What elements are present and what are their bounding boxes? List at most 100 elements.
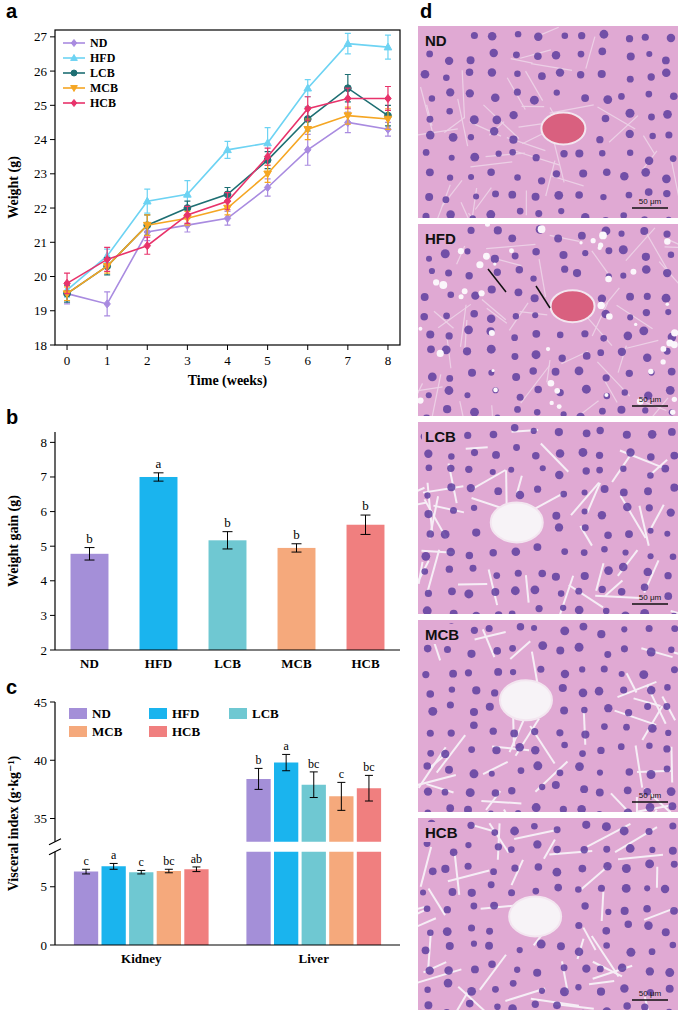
error-bar — [255, 768, 263, 789]
y-tick — [50, 702, 55, 703]
sinusoid — [497, 259, 521, 266]
nucleus — [517, 208, 524, 215]
nucleus — [494, 487, 502, 495]
nucleus — [443, 927, 452, 936]
nucleus — [602, 822, 611, 831]
nucleus — [661, 465, 669, 473]
lipid-vacuole — [672, 397, 677, 402]
nucleus — [515, 570, 522, 577]
nucleus — [538, 570, 546, 578]
nucleus — [621, 626, 627, 632]
nucleus — [490, 902, 498, 910]
nucleus — [669, 409, 675, 415]
nucleus — [423, 415, 431, 416]
sinusoid — [483, 762, 508, 774]
lipid-vacuole — [666, 303, 670, 307]
nucleus — [670, 92, 678, 100]
y-tick — [50, 818, 55, 819]
y-tick-label: 19 — [34, 303, 47, 318]
lipid-vacuole — [591, 238, 596, 243]
nucleus — [426, 464, 433, 471]
lipid-vacuole — [459, 294, 464, 299]
nucleus — [470, 153, 479, 162]
scale-bar-label: 50 μm — [639, 593, 662, 602]
nucleus — [619, 245, 628, 254]
nucleus — [560, 987, 569, 996]
sinusoid — [671, 159, 678, 200]
nucleus — [668, 252, 674, 258]
nucleus — [492, 746, 500, 754]
nucleus — [472, 528, 480, 536]
x-tick-label: 8 — [385, 353, 392, 368]
y-tick-label: 22 — [34, 201, 47, 216]
nucleus — [449, 686, 455, 692]
sinusoid — [598, 107, 636, 129]
lipid-vacuole — [437, 350, 444, 357]
nucleus — [575, 922, 582, 929]
sinusoid — [645, 232, 667, 271]
y-axis-line — [54, 432, 55, 650]
lipid-vacuole — [538, 225, 546, 233]
y-axis-title: Visceral index (g·kg⁻¹) — [6, 755, 22, 891]
nucleus — [496, 151, 502, 157]
nucleus — [626, 192, 633, 199]
y-tick — [50, 476, 55, 477]
lipid-vacuole — [483, 253, 490, 260]
nucleus — [463, 347, 471, 355]
bar — [347, 525, 385, 650]
lipid-vacuole — [598, 302, 605, 309]
vessel — [551, 290, 595, 322]
nucleus — [466, 89, 474, 97]
histology-image — [418, 224, 678, 416]
sinusoid — [618, 550, 638, 576]
x-tick-label: Liver — [299, 951, 330, 966]
sinusoid — [526, 190, 527, 215]
nucleus — [445, 766, 453, 774]
vessel — [541, 112, 585, 144]
nucleus — [429, 95, 435, 101]
sinusoid — [584, 708, 586, 745]
y-tick-label: 21 — [34, 235, 47, 250]
nucleus — [648, 528, 654, 534]
nucleus — [642, 265, 651, 274]
nucleus — [579, 448, 588, 457]
nucleus — [671, 666, 678, 673]
nucleus — [639, 326, 648, 335]
marker — [104, 255, 110, 263]
bar — [357, 788, 381, 945]
significance-letter: b — [362, 498, 369, 513]
nucleus — [490, 127, 498, 135]
y-tick — [50, 945, 55, 946]
nucleus — [648, 114, 655, 121]
nucleus — [620, 489, 628, 497]
lipid-vacuole — [630, 269, 636, 275]
nucleus — [426, 168, 434, 176]
nucleus — [554, 89, 560, 95]
legend-label: LCB — [90, 66, 115, 80]
nucleus — [447, 175, 453, 181]
sinusoid — [642, 151, 656, 170]
nucleus — [577, 805, 586, 812]
nucleus — [581, 94, 589, 102]
nucleus — [423, 762, 431, 770]
nucleus — [575, 762, 584, 771]
nucleus — [627, 150, 633, 156]
image-label: HFD — [425, 230, 456, 247]
nucleus — [662, 57, 670, 65]
nucleus — [580, 623, 588, 631]
sinusoid — [662, 697, 675, 721]
nucleus — [625, 709, 632, 716]
nucleus — [488, 961, 496, 969]
significance-letter: a — [156, 456, 162, 471]
y-tick — [50, 139, 55, 140]
nucleus — [446, 332, 453, 339]
arrow — [488, 269, 506, 292]
nucleus — [647, 648, 656, 657]
nucleus — [578, 32, 585, 39]
nucleus — [600, 30, 609, 39]
nucleus — [647, 686, 655, 694]
nucleus — [465, 248, 471, 254]
nucleus — [664, 572, 671, 579]
nucleus — [533, 840, 541, 848]
nucleus — [420, 313, 428, 321]
